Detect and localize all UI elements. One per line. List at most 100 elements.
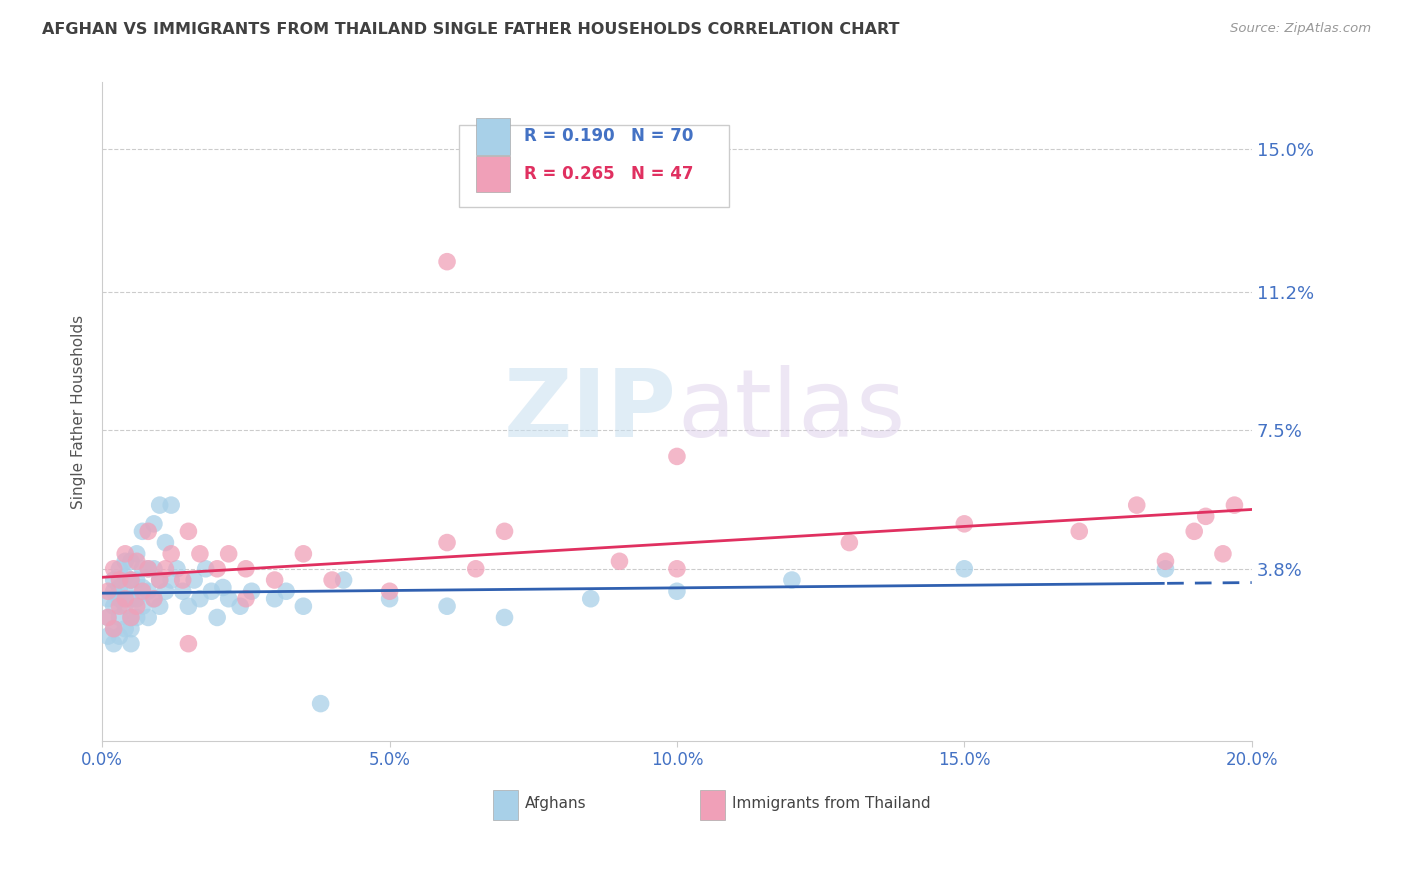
Point xyxy=(205,610,228,624)
Point xyxy=(103,584,125,599)
Point xyxy=(120,637,142,651)
Point xyxy=(120,573,142,587)
Text: N = 47: N = 47 xyxy=(631,165,693,184)
Point xyxy=(953,516,976,531)
Point xyxy=(103,622,125,636)
Point xyxy=(125,610,148,624)
Point xyxy=(136,610,159,624)
FancyBboxPatch shape xyxy=(494,790,519,820)
Point xyxy=(188,547,211,561)
Text: atlas: atlas xyxy=(676,366,905,458)
Text: N = 70: N = 70 xyxy=(631,128,693,145)
Point xyxy=(120,610,142,624)
Point xyxy=(103,622,125,636)
Point xyxy=(149,573,172,587)
Point xyxy=(838,535,860,549)
Point xyxy=(780,573,803,587)
Point xyxy=(436,535,458,549)
Point xyxy=(155,584,177,599)
Point xyxy=(131,599,153,614)
Point xyxy=(97,610,120,624)
Point xyxy=(240,584,263,599)
Point xyxy=(160,498,183,512)
Text: R = 0.265: R = 0.265 xyxy=(524,165,614,184)
Point xyxy=(177,524,200,539)
Point xyxy=(131,562,153,576)
Point xyxy=(378,584,401,599)
Point xyxy=(136,584,159,599)
Point xyxy=(494,610,516,624)
Point xyxy=(114,584,136,599)
Point xyxy=(263,591,285,606)
Point xyxy=(125,573,148,587)
Point xyxy=(1069,524,1091,539)
Point xyxy=(103,573,125,587)
Point xyxy=(188,591,211,606)
Point xyxy=(149,599,172,614)
Point xyxy=(103,599,125,614)
Text: Afghans: Afghans xyxy=(526,797,586,811)
Point xyxy=(131,581,153,595)
Point xyxy=(103,637,125,651)
Point xyxy=(292,599,315,614)
Point xyxy=(229,599,252,614)
Point xyxy=(218,547,240,561)
Point xyxy=(149,573,172,587)
Text: AFGHAN VS IMMIGRANTS FROM THAILAND SINGLE FATHER HOUSEHOLDS CORRELATION CHART: AFGHAN VS IMMIGRANTS FROM THAILAND SINGL… xyxy=(42,22,900,37)
Point xyxy=(97,610,120,624)
Point xyxy=(114,591,136,606)
Point xyxy=(263,573,285,587)
Point xyxy=(177,637,200,651)
Point xyxy=(136,562,159,576)
Point xyxy=(108,591,131,606)
Point xyxy=(183,573,205,587)
Point xyxy=(665,450,688,464)
Point xyxy=(142,516,165,531)
Point xyxy=(436,254,458,268)
FancyBboxPatch shape xyxy=(458,125,728,207)
Point xyxy=(114,569,136,583)
Point xyxy=(120,573,142,587)
Point xyxy=(235,562,257,576)
Point xyxy=(321,573,343,587)
Point xyxy=(166,562,188,576)
Point xyxy=(114,554,136,568)
Point xyxy=(1125,498,1147,512)
Point xyxy=(609,554,631,568)
Y-axis label: Single Father Households: Single Father Households xyxy=(72,314,86,508)
Point xyxy=(1154,554,1177,568)
Point xyxy=(276,584,298,599)
Point xyxy=(142,591,165,606)
Point xyxy=(378,591,401,606)
Point xyxy=(155,535,177,549)
FancyBboxPatch shape xyxy=(475,156,510,193)
Point xyxy=(125,554,148,568)
Point xyxy=(120,610,142,624)
Point xyxy=(205,562,228,576)
Point xyxy=(1212,547,1234,561)
Point xyxy=(108,610,131,624)
Point xyxy=(108,581,131,595)
Point xyxy=(292,547,315,561)
Point xyxy=(212,581,235,595)
Point xyxy=(953,562,976,576)
Point xyxy=(136,562,159,576)
Point xyxy=(120,622,142,636)
Text: Source: ZipAtlas.com: Source: ZipAtlas.com xyxy=(1230,22,1371,36)
Point xyxy=(665,562,688,576)
Point xyxy=(108,562,131,576)
Point xyxy=(103,562,125,576)
Point xyxy=(114,622,136,636)
Point xyxy=(131,524,153,539)
Point xyxy=(194,562,217,576)
Point xyxy=(142,562,165,576)
Point xyxy=(464,562,486,576)
Point xyxy=(436,599,458,614)
Point xyxy=(309,697,332,711)
Point xyxy=(136,524,159,539)
Text: R = 0.190: R = 0.190 xyxy=(524,128,614,145)
Point xyxy=(332,573,354,587)
Point xyxy=(131,584,153,599)
FancyBboxPatch shape xyxy=(700,790,725,820)
Point xyxy=(494,524,516,539)
